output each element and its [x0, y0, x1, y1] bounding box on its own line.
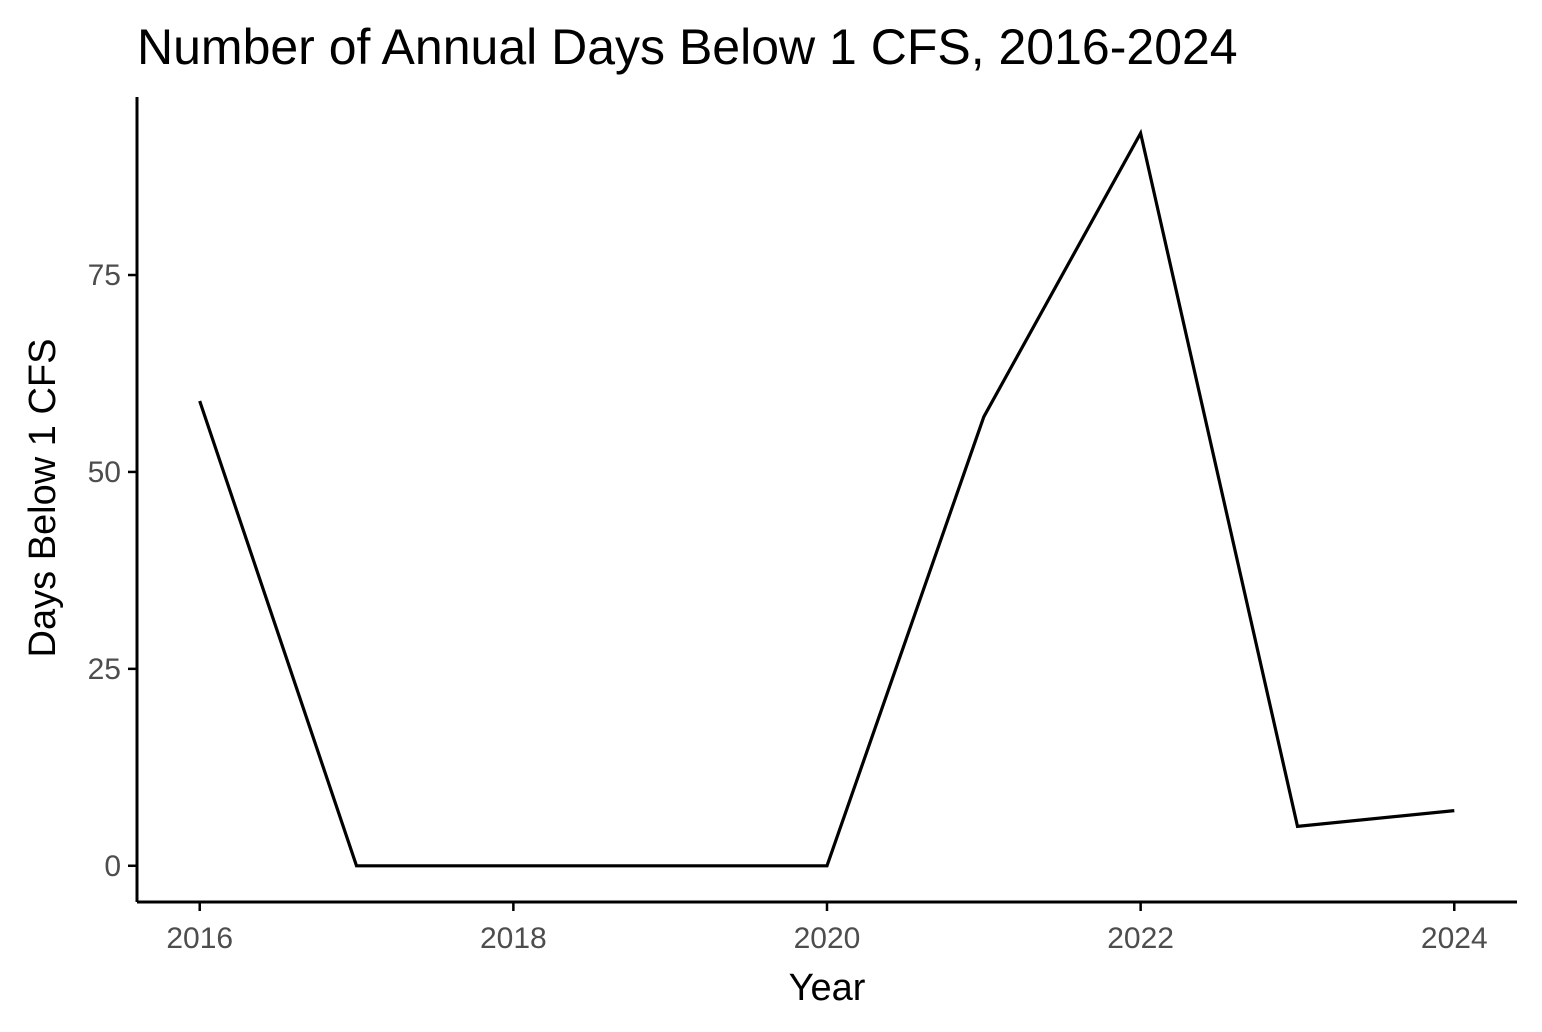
- plot-area: 0 25 50 75 2016 2018 2020 2022 2024: [88, 97, 1517, 955]
- x-tick-label: 2022: [1107, 922, 1174, 955]
- x-tick-label: 2020: [794, 922, 861, 955]
- x-tick-label: 2024: [1421, 922, 1488, 955]
- y-tick-label: 75: [88, 259, 121, 292]
- y-tick-label: 50: [88, 456, 121, 489]
- y-tick-label: 0: [104, 850, 121, 883]
- x-axis-title: Year: [789, 967, 866, 1009]
- series-line: [198, 128, 1455, 868]
- x-tick-label: 2016: [166, 922, 233, 955]
- y-tick-label: 25: [88, 653, 121, 686]
- y-axis-title: Days Below 1 CFS: [22, 339, 64, 658]
- x-tick-label: 2018: [480, 922, 547, 955]
- chart-title: Number of Annual Days Below 1 CFS, 2016-…: [137, 19, 1238, 75]
